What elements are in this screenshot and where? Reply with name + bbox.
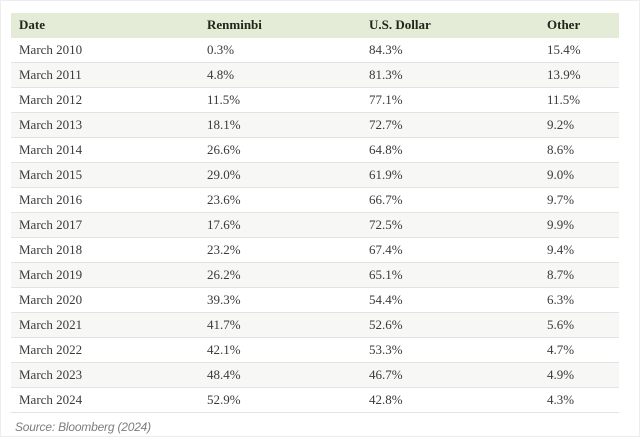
cell-other: 9.4% xyxy=(539,237,619,263)
cell-renminbi: 23.6% xyxy=(199,187,361,213)
cell-us-dollar: 77.1% xyxy=(361,87,539,113)
cell-renminbi: 26.6% xyxy=(199,137,361,163)
cell-us-dollar: 64.8% xyxy=(361,137,539,163)
cell-date: March 2016 xyxy=(11,187,199,213)
cell-us-dollar: 46.7% xyxy=(361,362,539,388)
cell-date: March 2021 xyxy=(11,312,199,338)
cell-us-dollar: 81.3% xyxy=(361,62,539,88)
cell-other: 4.7% xyxy=(539,337,619,363)
cell-renminbi: 39.3% xyxy=(199,287,361,313)
currency-reserves-table: Date Renminbi U.S. Dollar Other March 20… xyxy=(11,13,619,413)
table-row: March 2012 11.5% 77.1% 11.5% xyxy=(11,87,619,113)
table-row: March 2024 52.9% 42.8% 4.3% xyxy=(11,387,619,413)
cell-renminbi: 41.7% xyxy=(199,312,361,338)
table-row: March 2011 4.8% 81.3% 13.9% xyxy=(11,62,619,88)
cell-renminbi: 42.1% xyxy=(199,337,361,363)
header-row: Date Renminbi U.S. Dollar Other xyxy=(11,13,619,38)
cell-other: 13.9% xyxy=(539,62,619,88)
table-body: March 2010 0.3% 84.3% 15.4% March 2011 4… xyxy=(11,38,619,413)
cell-date: March 2019 xyxy=(11,262,199,288)
table-row: March 2019 26.2% 65.1% 8.7% xyxy=(11,262,619,288)
cell-other: 4.9% xyxy=(539,362,619,388)
cell-us-dollar: 54.4% xyxy=(361,287,539,313)
table-row: March 2018 23.2% 67.4% 9.4% xyxy=(11,237,619,263)
table-row: March 2013 18.1% 72.7% 9.2% xyxy=(11,112,619,138)
source-note: Source: Bloomberg (2024) xyxy=(15,420,151,434)
cell-renminbi: 17.6% xyxy=(199,212,361,238)
cell-us-dollar: 42.8% xyxy=(361,387,539,413)
cell-date: March 2010 xyxy=(11,38,199,63)
cell-us-dollar: 52.6% xyxy=(361,312,539,338)
table-row: March 2021 41.7% 52.6% 5.6% xyxy=(11,312,619,338)
cell-renminbi: 52.9% xyxy=(199,387,361,413)
cell-date: March 2020 xyxy=(11,287,199,313)
cell-us-dollar: 72.7% xyxy=(361,112,539,138)
table-row: March 2010 0.3% 84.3% 15.4% xyxy=(11,38,619,63)
cell-us-dollar: 84.3% xyxy=(361,38,539,63)
column-header-other: Other xyxy=(539,13,619,38)
table-row: March 2015 29.0% 61.9% 9.0% xyxy=(11,162,619,188)
cell-other: 9.2% xyxy=(539,112,619,138)
cell-date: March 2014 xyxy=(11,137,199,163)
cell-other: 9.7% xyxy=(539,187,619,213)
cell-other: 8.6% xyxy=(539,137,619,163)
cell-us-dollar: 53.3% xyxy=(361,337,539,363)
column-header-renminbi: Renminbi xyxy=(199,13,361,38)
cell-other: 11.5% xyxy=(539,87,619,113)
cell-renminbi: 18.1% xyxy=(199,112,361,138)
column-header-date: Date xyxy=(11,13,199,38)
table-row: March 2016 23.6% 66.7% 9.7% xyxy=(11,187,619,213)
cell-other: 8.7% xyxy=(539,262,619,288)
cell-date: March 2012 xyxy=(11,87,199,113)
cell-renminbi: 11.5% xyxy=(199,87,361,113)
cell-renminbi: 29.0% xyxy=(199,162,361,188)
cell-us-dollar: 66.7% xyxy=(361,187,539,213)
cell-us-dollar: 72.5% xyxy=(361,212,539,238)
table-row: March 2017 17.6% 72.5% 9.9% xyxy=(11,212,619,238)
cell-date: March 2022 xyxy=(11,337,199,363)
cell-us-dollar: 65.1% xyxy=(361,262,539,288)
table-row: March 2023 48.4% 46.7% 4.9% xyxy=(11,362,619,388)
cell-renminbi: 4.8% xyxy=(199,62,361,88)
cell-date: March 2015 xyxy=(11,162,199,188)
cell-date: March 2024 xyxy=(11,387,199,413)
cell-date: March 2013 xyxy=(11,112,199,138)
cell-other: 9.0% xyxy=(539,162,619,188)
table-row: March 2014 26.6% 64.8% 8.6% xyxy=(11,137,619,163)
table-row: March 2022 42.1% 53.3% 4.7% xyxy=(11,337,619,363)
cell-date: March 2017 xyxy=(11,212,199,238)
cell-renminbi: 0.3% xyxy=(199,38,361,63)
table-header: Date Renminbi U.S. Dollar Other xyxy=(11,13,619,38)
cell-other: 9.9% xyxy=(539,212,619,238)
cell-renminbi: 48.4% xyxy=(199,362,361,388)
cell-date: March 2018 xyxy=(11,237,199,263)
cell-renminbi: 23.2% xyxy=(199,237,361,263)
cell-other: 5.6% xyxy=(539,312,619,338)
table-row: March 2020 39.3% 54.4% 6.3% xyxy=(11,287,619,313)
cell-us-dollar: 67.4% xyxy=(361,237,539,263)
cell-other: 15.4% xyxy=(539,38,619,63)
cell-renminbi: 26.2% xyxy=(199,262,361,288)
cell-other: 4.3% xyxy=(539,387,619,413)
cell-date: March 2023 xyxy=(11,362,199,388)
cell-other: 6.3% xyxy=(539,287,619,313)
cell-date: March 2011 xyxy=(11,62,199,88)
cell-us-dollar: 61.9% xyxy=(361,162,539,188)
column-header-us-dollar: U.S. Dollar xyxy=(361,13,539,38)
